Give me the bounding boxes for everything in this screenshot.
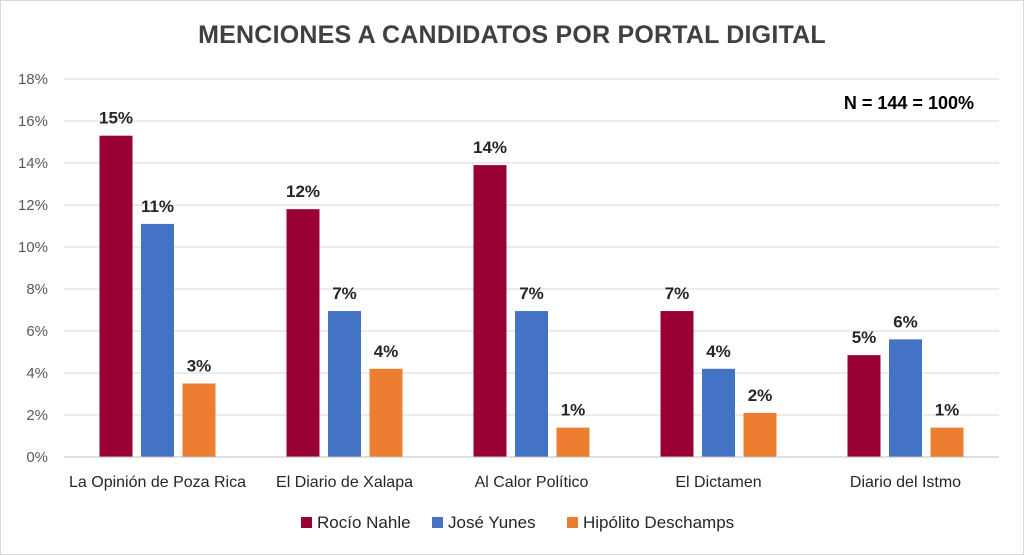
legend-label: Rocío Nahle xyxy=(317,513,411,532)
data-label: 3% xyxy=(187,357,212,376)
y-tick-label: 2% xyxy=(26,407,48,424)
bar xyxy=(369,368,403,457)
x-tick-label: La Opinión de Poza Rica xyxy=(69,474,246,491)
data-label: 5% xyxy=(852,328,877,347)
y-tick-label: 12% xyxy=(18,197,48,214)
data-label: 7% xyxy=(332,284,357,303)
y-tick-label: 4% xyxy=(26,365,48,382)
x-tick-label: El Dictamen xyxy=(675,474,761,491)
bar xyxy=(743,412,777,457)
y-tick-label: 16% xyxy=(18,113,48,130)
data-label: 6% xyxy=(893,312,918,331)
data-label: 4% xyxy=(706,342,731,361)
bar xyxy=(286,209,320,457)
data-label: 7% xyxy=(519,284,544,303)
data-label: 12% xyxy=(286,182,320,201)
sample-size-note: N = 144 = 100% xyxy=(844,93,974,113)
data-label: 7% xyxy=(665,284,690,303)
x-tick-label: El Diario de Xalapa xyxy=(276,474,413,491)
bar xyxy=(702,368,735,457)
y-tick-label: 14% xyxy=(18,155,48,172)
bar xyxy=(847,355,881,457)
legend-swatch xyxy=(567,517,578,528)
data-label: 1% xyxy=(561,401,586,420)
data-label: 1% xyxy=(935,401,960,420)
y-tick-label: 0% xyxy=(26,449,48,466)
legend-swatch xyxy=(301,517,312,528)
legend-label: José Yunes xyxy=(448,513,536,532)
bar xyxy=(889,339,922,457)
data-label: 14% xyxy=(473,138,507,157)
chart-title: MENCIONES A CANDIDATOS POR PORTAL DIGITA… xyxy=(198,21,826,49)
data-label: 4% xyxy=(374,342,399,361)
y-tick-label: 8% xyxy=(26,281,48,298)
y-tick-label: 18% xyxy=(18,71,48,88)
x-tick-label: Diario del Istmo xyxy=(850,474,961,491)
legend-swatch xyxy=(432,517,443,528)
bar xyxy=(556,427,590,457)
bar xyxy=(182,383,216,457)
y-tick-label: 6% xyxy=(26,323,48,340)
bar xyxy=(515,311,548,457)
bar xyxy=(473,165,507,457)
legend-label: Hipólito Deschamps xyxy=(583,513,734,532)
y-tick-label: 10% xyxy=(18,239,48,256)
x-tick-label: Al Calor Político xyxy=(475,474,589,491)
data-label: 2% xyxy=(748,386,773,405)
bar xyxy=(328,311,361,457)
bar xyxy=(141,223,174,457)
bar xyxy=(660,311,694,457)
data-label: 11% xyxy=(141,197,174,216)
bar xyxy=(930,427,964,457)
bar xyxy=(99,135,133,457)
data-label: 15% xyxy=(99,109,133,128)
